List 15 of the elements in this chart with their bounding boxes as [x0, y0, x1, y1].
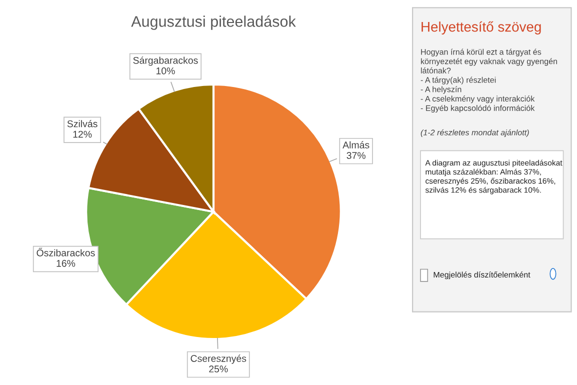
chart-title: Augusztusi piteeladások — [131, 16, 296, 30]
text: Megjelölés díszítőelemként — [434, 272, 530, 280]
slice-label: Őszibarackos — [36, 248, 95, 256]
slice-label: Sárgabarackos — [133, 56, 198, 66]
data-label: 25% — [209, 366, 228, 372]
data-label: 10% — [156, 67, 175, 74]
slice-label: Cseresznyés — [190, 354, 246, 364]
text: Hogyan írná körül ezt a tárgyat és környezetét egy vaknak vagy gyengén látónak? - A tárgy(ak) részletei - A helyszín - A cselekmény vagy interakciók - Egyéb kapcsolódó információk — [420, 48, 557, 113]
text: (1-2 részletes mondat ajánlott) — [420, 129, 529, 137]
slice-label: Szilvás — [67, 120, 98, 128]
data-label: 37% — [346, 152, 366, 159]
text: Helyettesítő szöveg — [422, 21, 541, 34]
data-label: 12% — [73, 130, 92, 138]
data-label: 16% — [56, 260, 76, 267]
slice-label: Almás — [342, 141, 370, 148]
